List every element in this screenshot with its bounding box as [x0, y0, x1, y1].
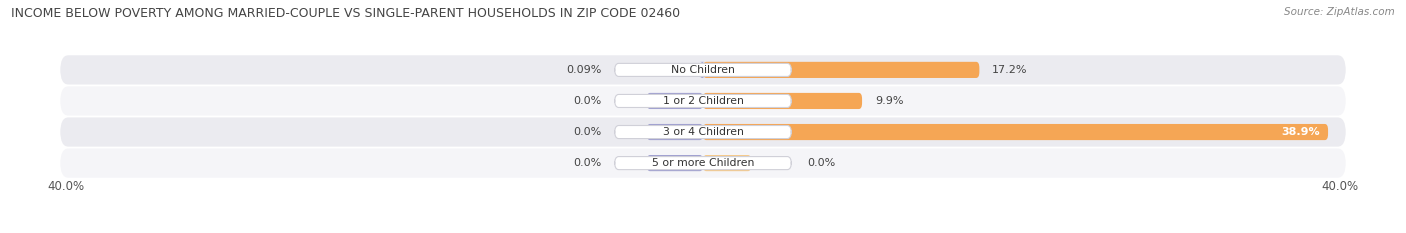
Text: 0.0%: 0.0%	[807, 158, 835, 168]
FancyBboxPatch shape	[647, 93, 703, 109]
Text: INCOME BELOW POVERTY AMONG MARRIED-COUPLE VS SINGLE-PARENT HOUSEHOLDS IN ZIP COD: INCOME BELOW POVERTY AMONG MARRIED-COUPL…	[11, 7, 681, 20]
FancyBboxPatch shape	[614, 63, 792, 76]
Text: 38.9%: 38.9%	[1281, 127, 1320, 137]
FancyBboxPatch shape	[60, 86, 1346, 116]
Text: 1 or 2 Children: 1 or 2 Children	[662, 96, 744, 106]
FancyBboxPatch shape	[614, 157, 792, 170]
Text: 3 or 4 Children: 3 or 4 Children	[662, 127, 744, 137]
FancyBboxPatch shape	[60, 148, 1346, 178]
FancyBboxPatch shape	[703, 93, 862, 109]
Text: 40.0%: 40.0%	[1322, 180, 1358, 193]
FancyBboxPatch shape	[703, 124, 1329, 140]
FancyBboxPatch shape	[614, 126, 792, 139]
Text: 40.0%: 40.0%	[48, 180, 84, 193]
Text: 9.9%: 9.9%	[875, 96, 904, 106]
FancyBboxPatch shape	[700, 62, 704, 78]
FancyBboxPatch shape	[614, 94, 792, 107]
Text: 17.2%: 17.2%	[993, 65, 1028, 75]
Text: 0.0%: 0.0%	[574, 127, 602, 137]
Text: 5 or more Children: 5 or more Children	[652, 158, 754, 168]
Text: No Children: No Children	[671, 65, 735, 75]
Text: 0.09%: 0.09%	[567, 65, 602, 75]
Text: 0.0%: 0.0%	[574, 158, 602, 168]
FancyBboxPatch shape	[703, 155, 751, 171]
Text: Source: ZipAtlas.com: Source: ZipAtlas.com	[1284, 7, 1395, 17]
FancyBboxPatch shape	[60, 55, 1346, 85]
FancyBboxPatch shape	[60, 117, 1346, 147]
Text: 0.0%: 0.0%	[574, 96, 602, 106]
FancyBboxPatch shape	[703, 62, 980, 78]
FancyBboxPatch shape	[647, 124, 703, 140]
FancyBboxPatch shape	[647, 155, 703, 171]
